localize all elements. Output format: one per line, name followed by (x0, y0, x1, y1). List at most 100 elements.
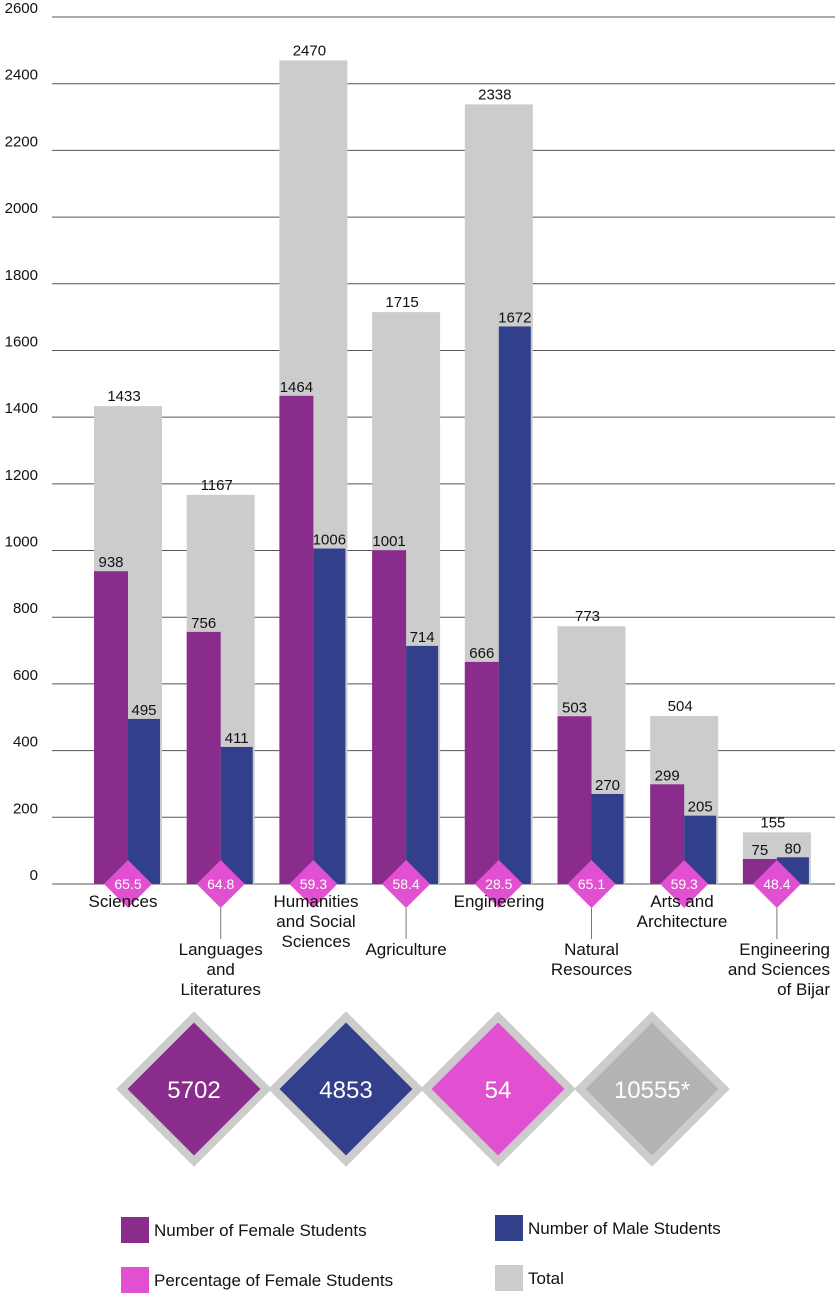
percent-value-label: 59.3 (300, 876, 327, 892)
male-value-label: 495 (131, 702, 156, 719)
summary-diamond (585, 1022, 719, 1156)
percent-diamond (382, 859, 431, 909)
female-value-label: 299 (655, 767, 680, 784)
y-tick-label: 400 (13, 734, 38, 751)
total-value-label: 1433 (107, 388, 140, 405)
female-value-label: 938 (98, 554, 123, 571)
data-labels: 1433 938 495 65.5 1167 756 411 64.8 2470 1464 1006… (98, 42, 801, 892)
total-value-label: 1167 (201, 477, 233, 494)
summary-value: 10555* (614, 1077, 690, 1104)
y-tick-label: 1400 (5, 400, 38, 417)
legend-label: Percentage of Female Students (154, 1271, 393, 1290)
summary-value: 4853 (319, 1077, 372, 1104)
category-label: Agriculture (365, 940, 446, 959)
summary-diamond (279, 1022, 413, 1156)
total-value-label: 504 (668, 698, 693, 715)
y-tick-label: 2600 (5, 0, 38, 17)
percent-diamond (474, 859, 523, 909)
male-bar (128, 718, 160, 884)
summary-value: 5702 (167, 1077, 220, 1104)
female-value-label: 1464 (280, 379, 313, 396)
female-bar (186, 631, 221, 884)
y-tick-label: 200 (13, 800, 38, 817)
y-tick-label: 1800 (5, 267, 38, 284)
category-label: Architecture (637, 912, 728, 931)
category-label: and (207, 960, 235, 979)
total-value-label: 1715 (385, 294, 418, 311)
male-value-label: 80 (785, 840, 802, 857)
legend-label: Number of Female Students (154, 1221, 367, 1240)
category-label: Arts and (650, 892, 713, 911)
y-tick-label: 1200 (5, 467, 38, 484)
female-value-label: 756 (191, 615, 216, 632)
legend-swatch (121, 1267, 149, 1293)
percent-diamond (103, 859, 153, 909)
category-label: Languages (179, 940, 263, 959)
percent-diamond (567, 859, 616, 909)
percent-value-label: 58.4 (392, 876, 419, 892)
female-value-label: 666 (469, 645, 494, 662)
y-tick-label: 1000 (5, 534, 38, 551)
category-label: Sciences (282, 932, 351, 951)
y-tick-label: 1600 (5, 333, 38, 350)
y-tick-label: 2400 (5, 67, 38, 84)
male-value-label: 270 (595, 777, 620, 794)
summary-diamond (127, 1022, 261, 1156)
male-bar (406, 645, 439, 884)
category-label: Literatures (181, 980, 261, 999)
percent-value-label: 59.3 (671, 876, 698, 892)
legend-swatch (121, 1217, 149, 1243)
category-label: Humanities (273, 892, 358, 911)
male-bar (498, 326, 531, 885)
y-tick-label: 2000 (5, 200, 38, 217)
legend: Number of Female Students Number of Male … (121, 1215, 721, 1293)
percent-diamond (196, 859, 245, 909)
summary-value: 54 (485, 1077, 512, 1104)
male-value-label: 1672 (498, 309, 531, 326)
legend-swatch (495, 1215, 523, 1241)
percent-diamond (752, 859, 801, 909)
percent-diamond (660, 859, 709, 909)
percent-value-label: 64.8 (207, 876, 234, 892)
total-value-label: 2470 (293, 42, 326, 59)
category-label: of Bijar (777, 980, 830, 999)
male-value-label: 1006 (313, 532, 346, 549)
percent-value-label: 48.4 (763, 876, 790, 892)
gridlines (52, 16, 835, 885)
category-label: and Sciences (728, 960, 830, 979)
category-label: Engineering (454, 892, 545, 911)
female-value-label: 1001 (372, 533, 405, 550)
total-value-label: 773 (575, 608, 600, 625)
female-bar (279, 395, 314, 884)
y-axis-tick-labels: 0 200 400 600 800 1000 1200 1400 1600 1800 2000 220… (5, 0, 38, 884)
female-bar (464, 661, 499, 884)
male-value-label: 714 (410, 629, 435, 646)
category-label: Resources (551, 960, 632, 979)
percent-value-label: 65.1 (578, 876, 605, 892)
y-tick-label: 600 (13, 667, 38, 684)
summary-diamond (431, 1022, 565, 1156)
legend-label: Total (528, 1269, 564, 1288)
summary-diamonds: 5702 4853 54 10555* (116, 1011, 730, 1167)
y-tick-label: 800 (13, 600, 38, 617)
total-value-label: 155 (760, 814, 785, 831)
percent-value-label: 65.5 (114, 876, 141, 892)
category-label: and Social (276, 912, 355, 931)
percent-diamond (289, 859, 338, 909)
male-value-label: 411 (225, 730, 249, 747)
legend-swatch (495, 1265, 523, 1291)
y-tick-label: 2200 (5, 133, 38, 150)
category-label: Natural (564, 940, 619, 959)
bars (94, 60, 811, 909)
y-tick-label: 0 (30, 867, 38, 884)
total-value-label: 2338 (478, 86, 511, 103)
male-bar (313, 548, 346, 884)
category-label: Engineering (739, 940, 830, 959)
female-value-label: 503 (562, 699, 587, 716)
percent-value-label: 28.5 (485, 876, 512, 892)
legend-label: Number of Male Students (528, 1219, 721, 1238)
female-bar (94, 571, 128, 884)
category-label: Sciences (89, 892, 158, 911)
